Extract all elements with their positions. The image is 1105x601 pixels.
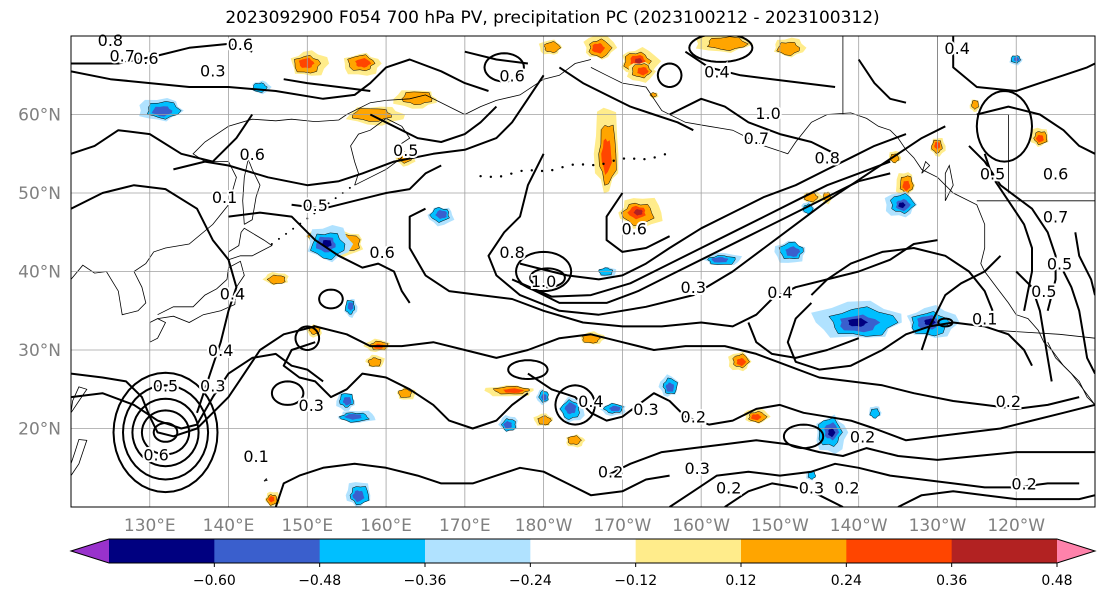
colorbar-segment	[846, 539, 953, 563]
colorbar-tick-label: −0.48	[298, 573, 341, 589]
contour-label: 0.2	[598, 463, 623, 482]
colorbar-segment	[741, 539, 847, 563]
colorbar: −0.60 −0.48 −0.36 −0.24 −0.12 0.12 0.24 0.36 0.4…	[69, 538, 1097, 589]
contour-label: 0.3	[299, 396, 324, 415]
contour-label: 0.4	[704, 62, 729, 81]
colorbar-tick-label: −0.36	[404, 573, 447, 589]
contour-label: 0.5	[302, 196, 327, 215]
colorbar-tick-label: 0.24	[831, 573, 862, 589]
precipitation-shading	[139, 36, 1049, 507]
contour-label: 0.5	[980, 164, 1005, 183]
gridlines	[71, 36, 1095, 507]
x-tick-label: 170°E	[439, 516, 491, 536]
contour-label: 0.2	[716, 478, 741, 497]
x-tick-label: 130°W	[909, 516, 967, 536]
colorbar-segment	[635, 539, 742, 563]
contour-label: 0.4	[767, 283, 792, 302]
contour-label: 0.5	[1047, 255, 1072, 274]
colorbar-tick-label: −0.24	[509, 573, 552, 589]
x-tick-label: 120°W	[987, 516, 1045, 536]
contour-label: 0.8	[499, 243, 524, 262]
contour-label: 0.6	[239, 145, 264, 164]
colorbar-tick-label: 0.36	[936, 573, 967, 589]
contour-label: 1.0	[531, 272, 556, 291]
y-tick-label: 40°N	[18, 263, 61, 283]
contour-label: 0.5	[153, 376, 178, 395]
contour-label: 0.3	[799, 478, 824, 497]
contour-label: 0.6	[369, 243, 394, 262]
contour-label: 0.8	[814, 149, 839, 168]
contour-label: 0.2	[834, 478, 859, 497]
contour-label: 0.6	[133, 49, 158, 68]
contour-label: 0.3	[681, 278, 706, 297]
contour-label: 0.3	[200, 376, 225, 395]
contour-label: 0.4	[944, 39, 969, 58]
x-tick-label: 140°E	[203, 516, 255, 536]
y-tick-label: 30°N	[18, 341, 61, 361]
colorbar-segment	[951, 539, 1058, 563]
contour-label: 0.2	[850, 427, 875, 446]
colorbar-extend-low	[71, 539, 109, 563]
colorbar-tick-label: 0.48	[1041, 573, 1072, 589]
colorbar-segment	[319, 539, 426, 563]
contour-label: 0.4	[208, 341, 233, 360]
x-tick-label: 150°W	[751, 516, 809, 536]
contour-label: 0.7	[109, 47, 134, 66]
contour-label: 1.0	[755, 104, 780, 123]
contour-label: 0.3	[633, 400, 658, 419]
colorbar-segment	[425, 539, 531, 563]
contour-label: 0.5	[1031, 282, 1056, 301]
x-tick-label: 170°W	[594, 516, 652, 536]
colorbar-segment	[214, 539, 321, 563]
coastlines	[71, 36, 1095, 482]
contour-label: 0.2	[996, 392, 1021, 411]
y-tick-label: 60°N	[18, 106, 61, 126]
contour-label: 0.1	[243, 447, 268, 466]
contour-label: 0.7	[744, 129, 769, 148]
contour-label: 0.3	[200, 62, 225, 81]
pv-contours	[71, 36, 1095, 507]
contour-labels: 0.80.70.60.30.60.60.1 0.50.50.60.6 0.41.00…	[96, 29, 1075, 499]
contour-label: 0.1	[212, 188, 237, 207]
contour-label: 0.6	[1043, 164, 1068, 183]
colorbar-segment	[109, 539, 215, 563]
x-tick-label: 160°W	[672, 516, 730, 536]
y-tick-label: 50°N	[18, 184, 61, 204]
contour-label: 0.4	[578, 392, 603, 411]
x-tick-label: 180°W	[515, 516, 573, 536]
contour-label: 0.6	[499, 66, 524, 85]
contour-label: 0.5	[393, 141, 418, 160]
colorbar-tick-label: −0.60	[193, 573, 236, 589]
map-frame	[70, 35, 1096, 508]
contour-label: 0.2	[681, 408, 706, 427]
contour-label: 0.4	[220, 284, 245, 303]
x-tick-label: 160°E	[360, 516, 412, 536]
chart-title: 2023092900 F054 700 hPa PV, precipitatio…	[225, 8, 880, 28]
contour-label: 0.2	[1011, 474, 1036, 493]
contour-label: 0.1	[972, 310, 997, 329]
colorbar-tick-label: 0.12	[725, 573, 756, 589]
x-tick-label: 150°E	[281, 516, 333, 536]
contour-label: 0.6	[228, 35, 253, 54]
x-tick-label: 130°E	[124, 516, 176, 536]
colorbar-extend-high	[1057, 539, 1095, 563]
axis-ticks: 130°E 140°E 150°E 160°E 170°E 180°W 170°W 160°W…	[18, 106, 1045, 537]
y-tick-label: 20°N	[18, 420, 61, 440]
colorbar-segment	[530, 539, 637, 563]
contour-label: 0.6	[143, 445, 168, 464]
colorbar-tick-label: −0.12	[614, 573, 657, 589]
contour-label: 0.6	[621, 219, 646, 238]
contour-label: 0.3	[684, 459, 709, 478]
x-tick-label: 140°W	[830, 516, 888, 536]
contour-label: 0.7	[1043, 208, 1068, 227]
